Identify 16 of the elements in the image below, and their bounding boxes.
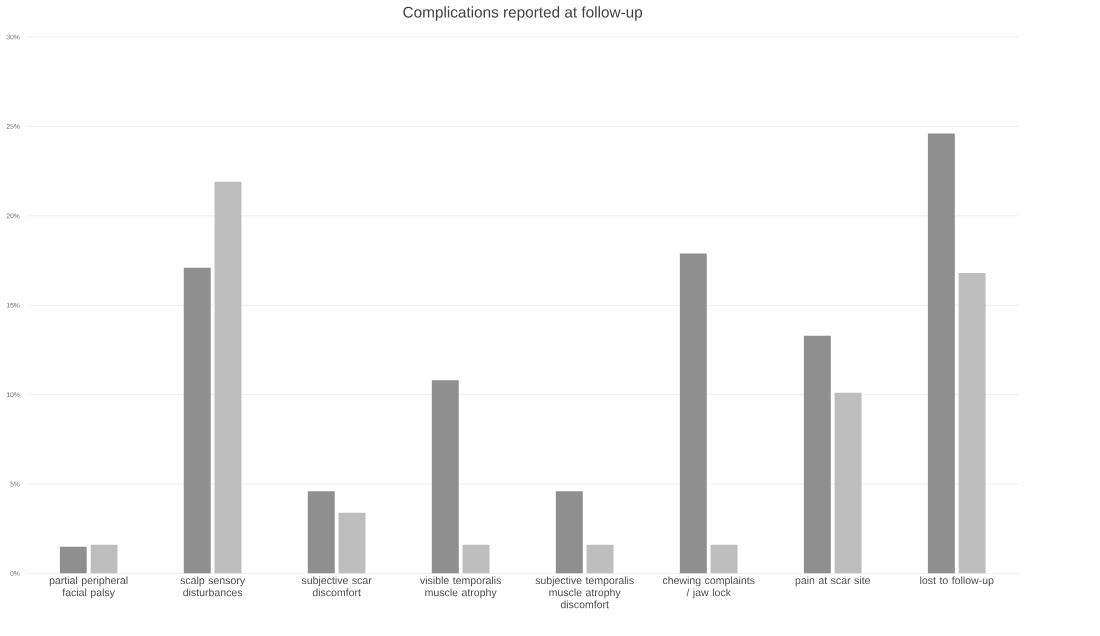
bar <box>803 336 831 574</box>
bar <box>555 491 583 574</box>
bar <box>431 380 459 574</box>
bar <box>338 513 366 574</box>
bar <box>679 253 707 574</box>
bar <box>90 545 118 574</box>
bar <box>927 134 955 574</box>
bar <box>958 273 986 574</box>
bar <box>307 491 335 574</box>
bar <box>214 182 242 574</box>
bar <box>834 393 862 574</box>
bar <box>462 545 490 574</box>
bar <box>183 268 211 574</box>
bar <box>59 547 87 574</box>
bar <box>710 545 738 574</box>
bar <box>586 545 614 574</box>
